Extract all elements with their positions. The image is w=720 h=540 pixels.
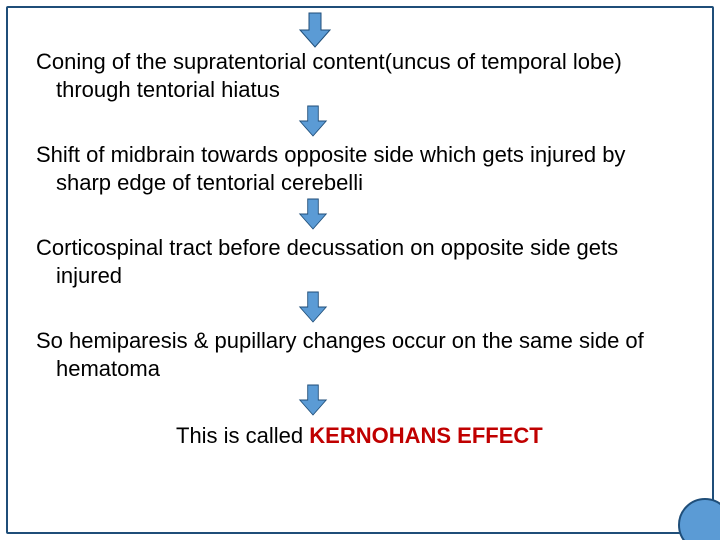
arrow-row-4 — [298, 384, 684, 416]
final-emphasis: KERNOHANS EFFECT — [309, 423, 542, 448]
arrow-row-3 — [298, 291, 684, 323]
step-2-text: Corticospinal tract before decussation o… — [36, 234, 684, 289]
arrow-row-2 — [298, 198, 684, 230]
arrow-row-0 — [298, 12, 684, 48]
step-2: Corticospinal tract before decussation o… — [36, 234, 684, 289]
step-0-text: Coning of the supratentorial content(unc… — [36, 48, 684, 103]
down-arrow-icon — [298, 12, 332, 48]
arrow-row-1 — [298, 105, 684, 137]
down-arrow-icon — [298, 384, 328, 416]
down-arrow-icon — [298, 198, 328, 230]
step-1-text: Shift of midbrain towards opposite side … — [36, 141, 684, 196]
step-0: Coning of the supratentorial content(unc… — [36, 48, 684, 103]
corner-orb-icon — [676, 496, 720, 540]
final-line: This is called KERNOHANS EFFECT — [36, 422, 684, 450]
step-3-text: So hemiparesis & pupillary changes occur… — [36, 327, 684, 382]
step-1: Shift of midbrain towards opposite side … — [36, 141, 684, 196]
down-arrow-icon — [298, 291, 328, 323]
final-prefix: This is called — [176, 423, 309, 448]
down-arrow-icon — [298, 105, 328, 137]
step-3: So hemiparesis & pupillary changes occur… — [36, 327, 684, 382]
slide-content: Coning of the supratentorial content(unc… — [36, 12, 684, 528]
